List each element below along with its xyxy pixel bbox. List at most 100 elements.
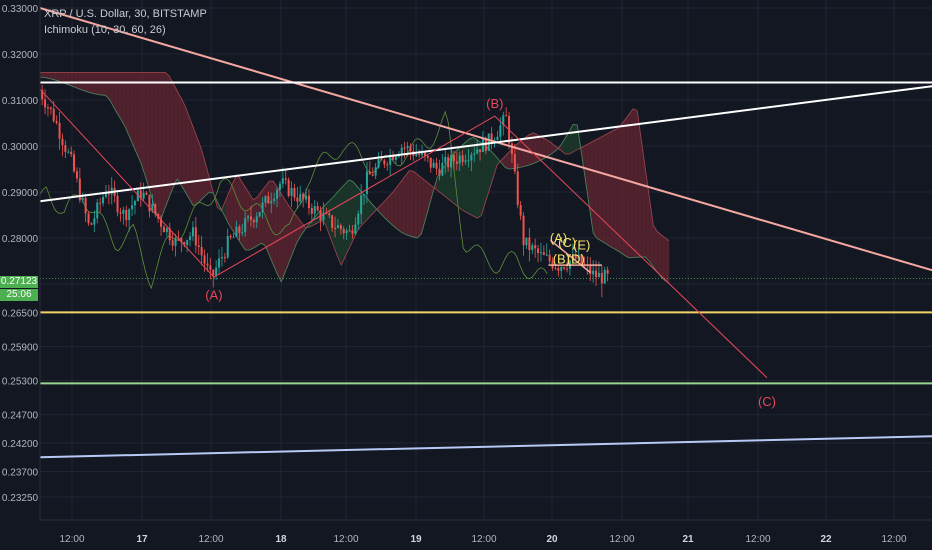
candle-body (75, 171, 78, 179)
cloud-segment (241, 180, 246, 250)
wave-label-red: (C) (758, 394, 776, 409)
candle-body (128, 209, 131, 221)
price-tick-label: 0.25300 (2, 377, 39, 388)
price-tick-label: 0.32000 (2, 50, 39, 61)
cloud-segment (245, 187, 250, 251)
trendline-blue (39, 435, 932, 459)
cloud-segment (605, 132, 610, 246)
time-tick-label: 19 (410, 534, 422, 545)
candle-body (380, 159, 383, 161)
candle-body (148, 194, 151, 212)
candle-body (603, 269, 606, 284)
cloud-segment (401, 175, 406, 235)
cloud-segment (129, 72, 134, 146)
candle-body (160, 218, 163, 227)
price-axis[interactable]: 0.33000 0.32000 0.31000 0.30000 0.29000 0.280… (0, 0, 41, 520)
wave-label-red: (B) (486, 96, 503, 111)
price-tick-label: 0.31000 (2, 96, 39, 107)
candle-body (125, 209, 128, 221)
candle-body (383, 160, 386, 165)
candle-body (542, 252, 545, 255)
candle-body (84, 198, 87, 214)
cloud-segment (253, 197, 258, 249)
candle-body (215, 267, 218, 276)
candle-body (310, 208, 313, 214)
candle-body (476, 149, 479, 154)
cloud-segment (137, 72, 142, 164)
candle-body (200, 246, 203, 256)
candle-body (392, 154, 395, 160)
candle-body (368, 171, 371, 175)
senkou-span-a (37, 76, 670, 284)
candle-body (249, 216, 252, 221)
candle-body (461, 155, 464, 162)
time-tick-label: 20 (546, 534, 558, 545)
candle-body (345, 230, 348, 234)
cloud-segment (337, 188, 342, 266)
candle-body (261, 202, 264, 213)
cloud-segment (561, 137, 566, 154)
cloud-segment (481, 142, 486, 216)
cloud-segment (345, 179, 350, 257)
candle-body (267, 196, 270, 204)
price-tick-label: 0.33000 (2, 4, 39, 15)
time-tick-label: 21 (682, 534, 694, 545)
cloud-segment (665, 237, 670, 284)
cloud-segment (201, 148, 206, 200)
candle-body (606, 269, 609, 274)
wave-path-red (36, 85, 768, 379)
cloud-segment (657, 231, 662, 278)
price-tick-label: 0.25900 (2, 342, 39, 353)
cloud-segment (405, 170, 410, 236)
candle-body (464, 160, 467, 162)
candle-body (499, 125, 502, 137)
cloud-segment (293, 211, 298, 252)
candle-body (93, 218, 96, 225)
drawing-tools: (A)(B)(C)(A)(B)(C)(D)(E) (36, 7, 932, 459)
candle-body (322, 212, 325, 221)
candle-body (447, 157, 450, 168)
candle-body (133, 201, 136, 206)
candle-body (455, 161, 458, 164)
candle-body (458, 155, 461, 164)
cloud-segment (69, 72, 74, 87)
candle-body (481, 138, 484, 153)
cloud-segment (505, 151, 510, 170)
candle-body (212, 269, 215, 276)
candle-body (421, 152, 424, 156)
cloud-segment (545, 139, 550, 158)
cloud-segment (389, 191, 394, 226)
cloud-segment (261, 186, 266, 246)
candle-body (183, 242, 186, 246)
candle-body (438, 168, 441, 176)
cloud-segment (437, 171, 442, 194)
cloud-segment (625, 114, 630, 259)
time-axis[interactable]: 12:00 17 12:00 18 12:00 19 12:00 20 12:00 21 12:00… (40, 519, 932, 550)
candle-body (49, 107, 52, 109)
price-axis-bg (0, 0, 40, 520)
candle-body (73, 154, 76, 172)
cloud-segment (393, 186, 398, 230)
candle-body (162, 226, 165, 233)
cloud-segment (193, 127, 198, 206)
price-tick-label: 0.29000 (2, 188, 39, 199)
candle-body (363, 194, 366, 196)
symbol-title[interactable]: XRP / U.S. Dollar, 30, BITSTAMP (44, 8, 207, 20)
time-tick-label: 12:00 (198, 534, 223, 545)
cloud-segment (653, 225, 658, 272)
cloud-segment (45, 72, 50, 79)
cloud-segment (237, 174, 242, 245)
cloud-segment (417, 174, 422, 238)
candle-body (496, 136, 499, 141)
cloud-segment (381, 200, 386, 219)
price-tick-label: 0.24200 (2, 439, 39, 450)
cloud-segment (301, 222, 306, 235)
ichimoku-legend[interactable]: Ichimoku (10, 30, 60, 26) (44, 24, 166, 36)
candle-body (116, 195, 119, 213)
candle-body (307, 195, 310, 209)
candle-body (55, 121, 58, 123)
candle-body (142, 192, 145, 199)
cloud-segment (225, 191, 230, 225)
candle-body (409, 146, 412, 151)
